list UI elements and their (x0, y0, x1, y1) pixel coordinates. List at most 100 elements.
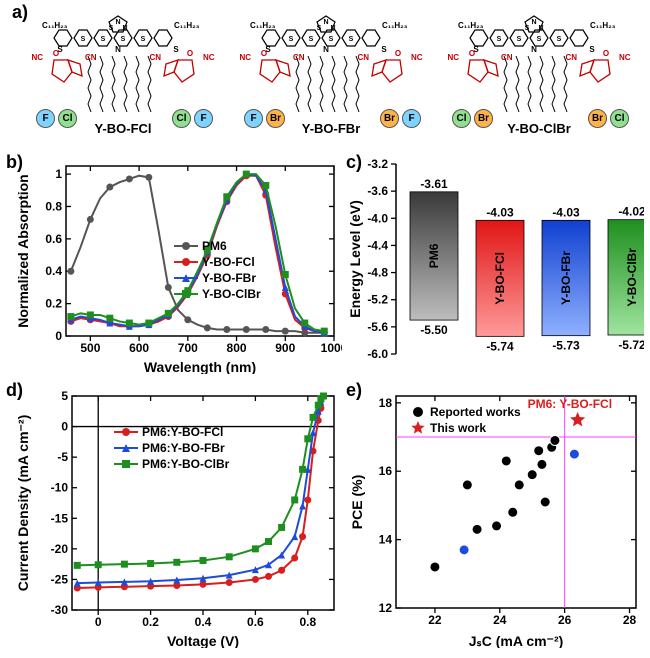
svg-text:Y-BO-FBr: Y-BO-FBr (202, 271, 256, 285)
svg-text:N: N (122, 25, 127, 32)
svg-text:-15: -15 (51, 511, 69, 525)
svg-text:CN: CN (501, 53, 513, 62)
svg-text:S: S (121, 36, 126, 43)
svg-text:CN: CN (357, 53, 369, 62)
svg-text:-20: -20 (51, 542, 69, 556)
halogen-Br: Br (380, 109, 399, 128)
svg-text:S: S (381, 45, 387, 54)
svg-text:-3.6: -3.6 (367, 184, 388, 198)
svg-text:-5.2: -5.2 (367, 293, 388, 307)
svg-text:700: 700 (178, 341, 198, 355)
svg-text:Voltage (V): Voltage (V) (167, 633, 239, 648)
panel-b: b) 500600700800900100000.20.40.60.81Wave… (14, 156, 342, 374)
svg-text:0: 0 (61, 420, 68, 434)
energy-level-chart: -6.0-5.6-5.2-4.8-4.4-4.0-3.6-3.2Energy L… (348, 156, 644, 374)
panel-c: c) -6.0-5.6-5.2-4.8-4.4-4.0-3.6-3.2Energ… (348, 156, 644, 374)
svg-text:S: S (81, 36, 86, 43)
halogen-Br: Br (588, 109, 607, 128)
svg-text:S: S (497, 36, 502, 43)
pce-scatter-chart: 2224262812141618JₛC (mA cm⁻²)PCE (%)PM6:… (348, 384, 644, 648)
svg-text:0: 0 (95, 615, 102, 629)
svg-text:PM6:Y-BO-FBr: PM6:Y-BO-FBr (142, 441, 225, 455)
svg-text:NC: NC (447, 53, 459, 62)
svg-text:CN: CN (293, 53, 305, 62)
svg-text:0.4: 0.4 (45, 264, 62, 278)
svg-text:O: O (603, 49, 609, 58)
molecule-Y-BO-FCl: SSSSNSNC₁₁H₂₃C₁₁H₂₃NSSONCCNONCCNY-BO-FCl… (18, 10, 228, 130)
svg-text:O: O (53, 49, 59, 58)
svg-text:14: 14 (379, 533, 393, 547)
svg-text:0.8: 0.8 (299, 615, 316, 629)
svg-text:O: O (395, 49, 401, 58)
svg-text:S: S (317, 25, 322, 32)
svg-text:0.4: 0.4 (195, 615, 212, 629)
halogen-F: F (36, 109, 55, 128)
svg-text:N: N (115, 45, 121, 54)
molecule-Y-BO-FBr: SSSSNSNC₁₁H₂₃C₁₁H₂₃NSSONCCNONCCNY-BO-FBr… (226, 10, 436, 130)
panel-a: a) SSSSNSNC₁₁H₂₃C₁₁H₂₃NSSONCCNONCCNY-BO-… (0, 0, 650, 148)
svg-text:S: S (109, 25, 114, 32)
svg-text:NC: NC (31, 53, 43, 62)
svg-text:-5: -5 (57, 450, 68, 464)
svg-text:0.2: 0.2 (142, 615, 159, 629)
halogen-F: F (244, 109, 263, 128)
svg-text:N: N (323, 19, 328, 26)
panel-c-label: c) (346, 152, 362, 173)
svg-text:N: N (323, 45, 329, 54)
panel-d-label: d) (6, 380, 23, 401)
svg-text:-3.61: -3.61 (420, 177, 448, 191)
svg-text:O: O (187, 49, 193, 58)
svg-text:-10: -10 (51, 481, 69, 495)
svg-text:PM6:Y-BO-ClBr: PM6:Y-BO-ClBr (142, 457, 230, 471)
svg-text:-5.73: -5.73 (552, 339, 580, 353)
svg-text:JₛC (mA cm⁻²): JₛC (mA cm⁻²) (469, 633, 564, 648)
svg-text:NC: NC (619, 53, 631, 62)
svg-text:N: N (330, 25, 335, 32)
svg-text:PM6: Y-BO-FCl: PM6: Y-BO-FCl (528, 397, 612, 411)
svg-text:Current Density (mA cm⁻²): Current Density (mA cm⁻²) (15, 415, 31, 591)
svg-text:Wavelength (nm): Wavelength (nm) (144, 359, 256, 374)
svg-text:1000: 1000 (321, 341, 342, 355)
svg-text:NC: NC (203, 53, 215, 62)
svg-text:0.6: 0.6 (247, 615, 264, 629)
svg-text:C₁₁H₂₃: C₁₁H₂₃ (458, 21, 484, 30)
svg-text:16: 16 (379, 464, 393, 478)
svg-text:900: 900 (275, 341, 295, 355)
halogen-Cl: Cl (610, 109, 629, 128)
svg-text:S: S (101, 36, 106, 43)
svg-text:18: 18 (379, 396, 393, 410)
svg-text:NC: NC (411, 53, 423, 62)
svg-text:800: 800 (227, 341, 247, 355)
svg-text:600: 600 (129, 341, 149, 355)
svg-text:N: N (115, 19, 120, 26)
halogen-Cl: Cl (452, 109, 471, 128)
svg-text:-25: -25 (51, 572, 69, 586)
panel-b-label: b) (6, 152, 23, 173)
halogen-Cl: Cl (172, 109, 191, 128)
svg-text:Y-BO-ClBr: Y-BO-ClBr (202, 287, 261, 301)
svg-text:-6.0: -6.0 (367, 347, 388, 361)
svg-text:PM6:Y-BO-FCl: PM6:Y-BO-FCl (142, 425, 223, 439)
svg-text:N: N (538, 25, 543, 32)
svg-text:C₁₁H₂₃: C₁₁H₂₃ (382, 21, 408, 30)
svg-text:-5.72: -5.72 (618, 338, 644, 352)
svg-text:C₁₁H₂₃: C₁₁H₂₃ (174, 21, 200, 30)
svg-text:26: 26 (558, 613, 572, 627)
svg-text:0.2: 0.2 (45, 297, 62, 311)
absorption-chart: 500600700800900100000.20.40.60.81Wavelen… (14, 156, 342, 374)
svg-text:O: O (261, 49, 267, 58)
svg-text:-4.0: -4.0 (367, 211, 388, 225)
svg-text:S: S (309, 36, 314, 43)
svg-text:CN: CN (85, 53, 97, 62)
svg-text:S: S (525, 25, 530, 32)
svg-text:S: S (349, 36, 354, 43)
svg-text:PM6: PM6 (202, 239, 227, 253)
svg-text:Y-BO-FBr: Y-BO-FBr (559, 251, 573, 305)
svg-text:N: N (531, 19, 536, 26)
svg-text:Y-BO-FCl: Y-BO-FCl (202, 255, 255, 269)
svg-text:CN: CN (149, 53, 161, 62)
panel-d: d) 00.20.40.60.8-30-25-20-15-10-505Volta… (14, 384, 342, 648)
svg-text:S: S (289, 36, 294, 43)
svg-text:-4.03: -4.03 (486, 205, 514, 219)
panel-e: e) 2224262812141618JₛC (mA cm⁻²)PCE (%)P… (348, 384, 644, 648)
